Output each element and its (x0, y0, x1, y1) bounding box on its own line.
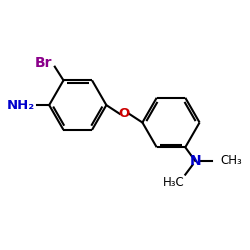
Text: N: N (190, 154, 201, 168)
Text: Br: Br (35, 56, 52, 70)
Text: H₃C: H₃C (163, 176, 185, 188)
Text: CH₃: CH₃ (220, 154, 242, 168)
Text: NH₂: NH₂ (6, 98, 35, 112)
Text: O: O (119, 107, 130, 120)
